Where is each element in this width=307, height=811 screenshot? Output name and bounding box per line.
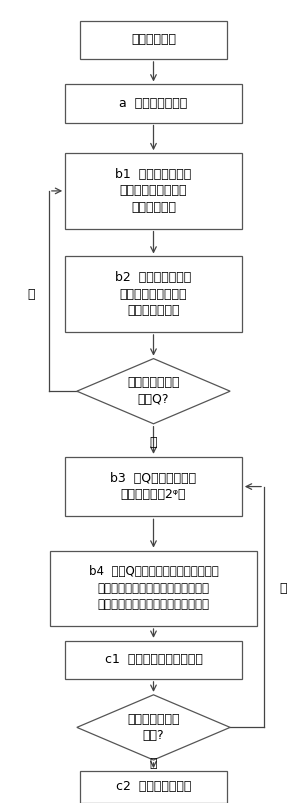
Text: 是: 是 <box>150 757 157 770</box>
Text: 构建训练样本: 构建训练样本 <box>131 33 176 46</box>
FancyBboxPatch shape <box>65 84 242 122</box>
Text: 是: 是 <box>150 436 157 449</box>
Polygon shape <box>77 695 230 760</box>
FancyBboxPatch shape <box>50 551 257 626</box>
Text: c2  输出级联回归子: c2 输出级联回归子 <box>116 780 191 793</box>
Text: a  定义特征描述符: a 定义特征描述符 <box>119 97 188 110</box>
Text: b1  将真实骨架与初
始骨架差值随机投影
生成一个常量: b1 将真实骨架与初 始骨架差值随机投影 生成一个常量 <box>115 168 192 214</box>
Text: b2  根据皮尔逊系数
选取与该常量有最大
关系的一对特征: b2 根据皮尔逊系数 选取与该常量有最大 关系的一对特征 <box>115 271 192 317</box>
FancyBboxPatch shape <box>65 641 242 679</box>
Text: c1  根据加法模型调整骨架: c1 根据加法模型调整骨架 <box>105 654 202 667</box>
Text: b3  赋Q个临界值并将
样本空间分成2ᵠ块: b3 赋Q个临界值并将 样本空间分成2ᵠ块 <box>111 472 196 501</box>
FancyBboxPatch shape <box>80 21 227 59</box>
FancyBboxPatch shape <box>65 256 242 332</box>
Polygon shape <box>77 358 230 424</box>
Text: 迭代次数达到预
设值Q?: 迭代次数达到预 设值Q? <box>127 376 180 406</box>
FancyBboxPatch shape <box>65 153 242 229</box>
Text: 骨架差异小于预
设值?: 骨架差异小于预 设值? <box>127 713 180 742</box>
Text: 否: 否 <box>279 581 287 594</box>
FancyBboxPatch shape <box>65 457 242 517</box>
Text: b4  根据Q对特征索引和临界值划分所
有训练样本，并计算每块样本空间的
残差均值作为调整骨架幅度的回归子: b4 根据Q对特征索引和临界值划分所 有训练样本，并计算每块样本空间的 残差均值… <box>89 565 218 611</box>
FancyBboxPatch shape <box>80 771 227 803</box>
Text: 否: 否 <box>27 288 35 301</box>
